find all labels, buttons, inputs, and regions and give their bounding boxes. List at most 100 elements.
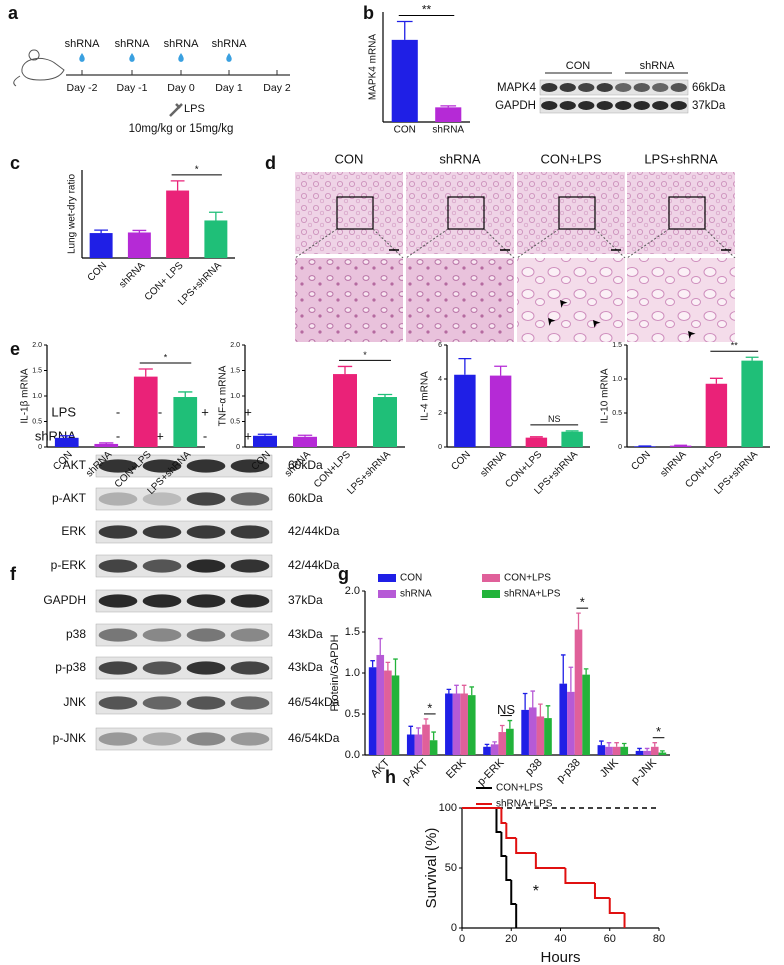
- blot-f-band: [230, 594, 270, 608]
- blot-b-band: [559, 101, 576, 110]
- bar: [454, 374, 476, 447]
- y-tick-label: 0.5: [32, 418, 42, 425]
- day-label: Day 0: [167, 82, 195, 94]
- error-bar: [461, 684, 467, 694]
- y-tick-label: 50: [445, 862, 457, 874]
- y-tick-label: 0.5: [612, 410, 622, 417]
- blot-size-label: 42/44kDa: [288, 524, 340, 538]
- error-bar: [644, 747, 650, 751]
- blot-protein-label: GAPDH: [43, 593, 86, 607]
- blot-f-band: [186, 661, 226, 675]
- blot-b-band: [541, 83, 558, 92]
- blot-protein-label: GAPDH: [495, 100, 536, 112]
- syringe-icon: [169, 103, 183, 117]
- error-bar: [652, 742, 658, 747]
- condition-label: LPS: [51, 404, 76, 419]
- error-bar: [337, 365, 353, 375]
- error-bar: [446, 688, 452, 694]
- bar: [368, 667, 377, 755]
- bar: [650, 746, 659, 755]
- blot-f-band: [142, 559, 182, 573]
- histology-zoom: [295, 258, 403, 342]
- x-tick-label: shRNA: [117, 260, 147, 290]
- blot-b-band: [541, 101, 558, 110]
- y-tick-label: 1.0: [230, 393, 240, 400]
- bar: [89, 233, 113, 258]
- panel-label: b: [363, 3, 374, 23]
- error-bar: [576, 612, 581, 630]
- legend-swatch: [482, 590, 500, 598]
- error-bar: [416, 727, 421, 735]
- blot-size-label: 42/44kDa: [288, 558, 340, 572]
- zoom-lines: [294, 228, 404, 259]
- blot-f-band: [186, 525, 226, 539]
- legend-label: CON+LPS: [496, 783, 543, 794]
- error-bar: [408, 725, 414, 735]
- blot-b-band: [670, 101, 687, 110]
- legend-swatch: [378, 590, 396, 598]
- bar: [525, 437, 548, 447]
- dose-label: 10mg/kg or 15mg/kg: [129, 123, 234, 135]
- panel-label: d: [265, 153, 276, 173]
- blot-f-band: [98, 525, 138, 539]
- y-axis-label: IL-1β mRNA: [20, 368, 31, 424]
- bar: [498, 732, 507, 755]
- y-axis-label: IL-10 mRNA: [600, 368, 611, 423]
- inset-box: [336, 196, 374, 230]
- condition-sign: +: [244, 428, 252, 443]
- error-bar: [492, 741, 497, 745]
- legend-label: shRNA: [400, 589, 432, 600]
- bar: [204, 220, 228, 258]
- bar: [634, 446, 656, 447]
- blot-protein-label: p38: [66, 627, 86, 641]
- legend-swatch: [378, 574, 396, 582]
- bar: [373, 397, 397, 447]
- blot-b-background: [539, 79, 689, 96]
- blot-size-label: 60kDa: [288, 458, 323, 472]
- bar: [658, 752, 667, 755]
- error-bar: [621, 742, 627, 747]
- significance-label: NS: [548, 414, 561, 424]
- y-tick-label: 2.0: [32, 342, 42, 349]
- histology-label: CON+LPS: [540, 151, 601, 166]
- bar: [414, 734, 423, 755]
- blot-f-band: [98, 732, 138, 746]
- x-tick-label: CON: [629, 449, 653, 473]
- blot-f-band: [230, 628, 270, 642]
- error-bar: [529, 436, 543, 438]
- error-bar: [370, 660, 375, 668]
- blot-b-band: [615, 83, 632, 92]
- histology-label: shRNA: [439, 151, 481, 166]
- significance-label: *: [533, 883, 539, 900]
- bar: [467, 695, 476, 755]
- blot-f-band: [186, 594, 226, 608]
- arrowhead: [688, 331, 696, 339]
- error-bar: [499, 724, 505, 733]
- bar: [567, 691, 575, 755]
- blot-f-band: [98, 628, 138, 642]
- survival-step: [500, 832, 507, 857]
- error-bar: [440, 105, 457, 108]
- histology-zoom: [406, 258, 514, 342]
- significance-label: **: [731, 341, 739, 351]
- y-tick-label: 1.0: [32, 393, 42, 400]
- significance-label: *: [164, 352, 168, 362]
- bar: [391, 39, 418, 122]
- condition-sign: +: [244, 404, 252, 419]
- error-bar: [583, 668, 589, 675]
- mouse-icon: [13, 49, 65, 87]
- x-tick-label: shRNA: [478, 449, 508, 479]
- droplet: [79, 53, 85, 62]
- significance-label: *: [363, 350, 367, 360]
- panel-label: c: [10, 153, 20, 173]
- error-bar: [599, 740, 604, 746]
- blot-f-background: [95, 554, 273, 578]
- y-axis-label: Protein/GAPDH: [329, 634, 341, 711]
- blot-f-band: [142, 696, 182, 710]
- error-bar: [560, 654, 566, 684]
- x-tick-label: 60: [604, 933, 616, 945]
- error-bar: [709, 377, 723, 384]
- error-bar: [745, 356, 759, 361]
- bar: [582, 674, 590, 755]
- blot-f-band: [230, 459, 270, 473]
